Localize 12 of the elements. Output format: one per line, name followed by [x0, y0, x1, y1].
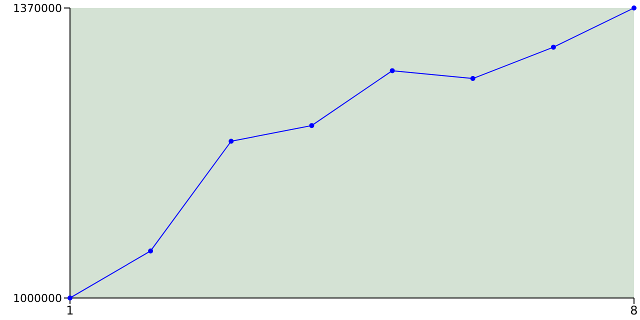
y-tick-label: 1000000	[13, 292, 62, 305]
x-tick-label: 8	[630, 304, 638, 318]
point	[632, 6, 636, 10]
point	[148, 248, 154, 254]
point	[390, 68, 395, 74]
point	[550, 44, 556, 50]
point	[470, 76, 476, 82]
point	[228, 138, 234, 144]
point	[309, 123, 314, 128]
x-tick-label: 1	[66, 304, 74, 318]
point	[68, 296, 72, 300]
y-tick-label: 1370000	[13, 2, 62, 15]
